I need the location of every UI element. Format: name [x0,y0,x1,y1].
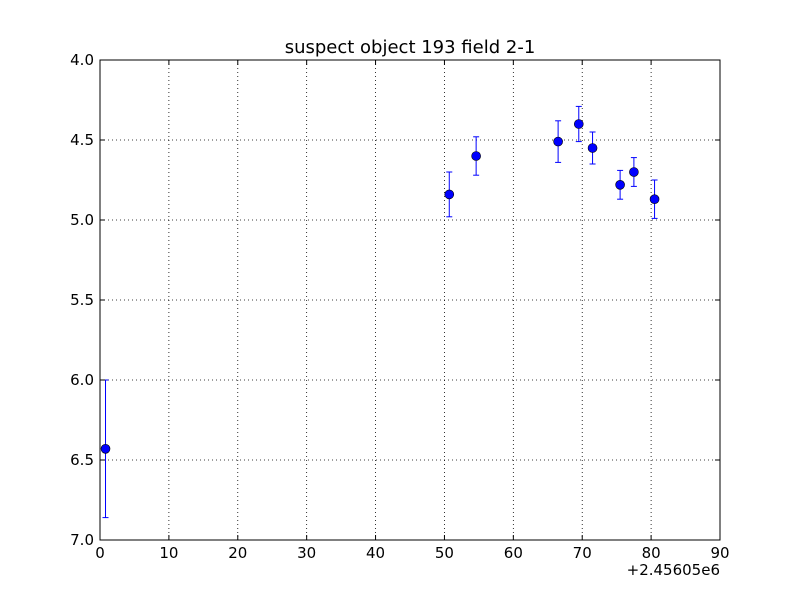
y-tick-label: 7.0 [70,531,94,549]
x-axis-ticks: 0 10 20 30 40 50 60 70 80 90 [95,60,730,562]
x-offset-label: +2.45605e6 [627,561,720,579]
x-tick-label: 30 [297,544,316,562]
y-tick-label: 5.0 [70,211,94,229]
grid [100,60,720,540]
x-tick-label: 20 [228,544,247,562]
data-point [471,151,481,161]
data-point [615,180,625,190]
y-tick-label: 6.0 [70,371,94,389]
y-tick-label: 4.5 [70,131,94,149]
x-tick-label: 60 [504,544,523,562]
data-point [444,189,455,200]
data-point [100,443,111,454]
y-tick-label: 6.5 [70,451,94,469]
error-bars [102,105,658,519]
chart-title: suspect object 193 field 2-1 [285,37,536,58]
x-tick-label: 50 [435,544,454,562]
x-tick-label: 0 [95,544,105,562]
y-tick-label: 4.0 [70,51,94,69]
x-tick-label: 40 [366,544,385,562]
y-axis-ticks: 4.0 4.5 5.0 5.5 6.0 6.5 7.0 [70,51,720,549]
y-tick-label: 5.5 [70,291,94,309]
x-tick-label: 90 [710,544,729,562]
data-point [649,194,660,204]
data-point [573,119,584,129]
data-points [100,119,660,454]
x-tick-label: 80 [642,544,661,562]
data-point [587,143,598,153]
x-tick-label: 70 [573,544,592,562]
data-point [553,136,563,147]
data-point [629,167,639,177]
x-tick-label: 10 [159,544,178,562]
